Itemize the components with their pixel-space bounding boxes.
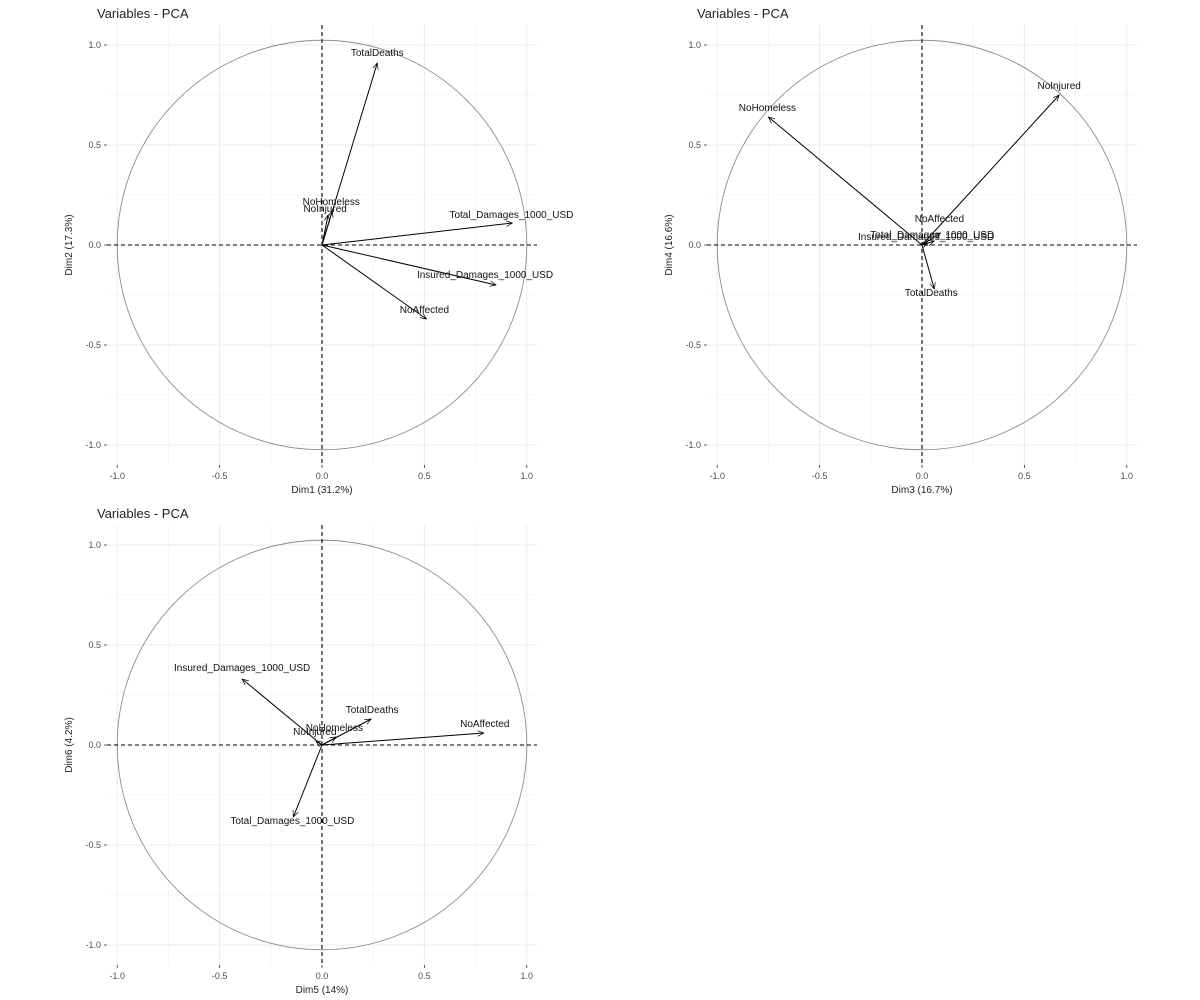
chart-title: Variables - PCA (697, 6, 789, 21)
y-tick-label: 1.0 (688, 40, 701, 50)
x-tick-label: -1.0 (109, 471, 125, 481)
label-nohomeless: NoHomeless (306, 723, 363, 734)
x-tick-label: 0.0 (316, 471, 329, 481)
y-tick-label: 0.0 (88, 740, 101, 750)
label-totaldeaths: TotalDeaths (351, 48, 404, 59)
label-total-damages-1000-usd: Total_Damages_1000_USD (449, 210, 573, 221)
label-totaldeaths: TotalDeaths (346, 705, 399, 716)
label-noaffected: NoAffected (460, 719, 509, 730)
y-tick-label: -0.5 (685, 340, 701, 350)
x-tick-label: -0.5 (212, 971, 228, 981)
label-nohomeless: NoHomeless (739, 103, 796, 114)
x-tick-label: 0.5 (1018, 471, 1031, 481)
label-noinjured: NoInjured (303, 204, 346, 215)
x-axis-label: Dim3 (16.7%) (891, 485, 952, 496)
arrow-total-damages-1000-usd (321, 223, 512, 246)
arrow-noaffected (321, 733, 484, 746)
y-tick-label: 0.5 (88, 140, 101, 150)
arrow-noinjured (316, 741, 322, 745)
y-tick-label: 1.0 (88, 40, 101, 50)
arrow-totaldeaths (921, 244, 934, 289)
label-total-damages-1000-usd: Total_Damages_1000_USD (230, 816, 354, 827)
x-tick-label: -0.5 (212, 471, 228, 481)
x-tick-label: 0.5 (418, 471, 431, 481)
arrow-nohomeless (768, 117, 923, 246)
arrow-insured-damages-1000-usd (922, 243, 928, 245)
arrow-nohomeless (321, 211, 332, 246)
x-tick-label: -1.0 (109, 971, 125, 981)
label-noaffected: NoAffected (915, 214, 964, 225)
arrow-noinjured (321, 215, 328, 246)
label-totaldeaths: TotalDeaths (905, 288, 958, 299)
arrow-total-damages-1000-usd (293, 744, 323, 817)
y-tick-label: 0.0 (688, 240, 701, 250)
label-noaffected: NoAffected (400, 305, 449, 316)
x-tick-label: 1.0 (521, 471, 534, 481)
pca-plot-dim5-dim6: -1.0 -0.5 0.0 0.5 1.0 -1.0 -0.5 0.0 0.5 1.0 Variab… (0, 500, 600, 1000)
label-total-damages-1000-usd: Total_Damages_1000_USD (870, 230, 994, 241)
x-tick-label: 1.0 (521, 971, 534, 981)
pca-plot-dim3-dim4: -1.0 -0.5 0.0 0.5 1.0 -1.0 -0.5 0.0 0.5 1.0 Variab… (600, 0, 1200, 500)
label-insured-damages-1000-usd: Insured_Damages_1000_USD (858, 232, 994, 243)
x-tick-label: -0.5 (812, 471, 828, 481)
y-tick-label: -0.5 (85, 340, 101, 350)
y-axis-label: Dim4 (16.6%) (664, 214, 675, 275)
arrow-insured-damages-1000-usd (242, 679, 323, 746)
chart-svg: -1.0 -0.5 0.0 0.5 1.0 -1.0 -0.5 0.0 0.5 1.0 Variab… (64, 506, 537, 996)
x-axis-label: Dim5 (14%) (296, 985, 349, 996)
y-axis-label: Dim2 (17.3%) (64, 214, 75, 275)
chart-title: Variables - PCA (97, 506, 189, 521)
label-nohomeless: NoHomeless (303, 197, 360, 208)
label-noinjured: NoInjured (293, 727, 336, 738)
arrow-insured-damages-1000-usd (321, 244, 496, 285)
y-axis-label: Dim6 (4.2%) (64, 717, 75, 773)
arrow-noaffected (321, 244, 426, 319)
x-tick-label: 0.0 (916, 471, 929, 481)
y-tick-label: -0.5 (85, 840, 101, 850)
arrow-nohomeless (321, 736, 336, 746)
y-tick-label: 1.0 (88, 540, 101, 550)
x-axis-label: Dim1 (31.2%) (291, 485, 352, 496)
arrow-noinjured (921, 95, 1059, 246)
label-insured-damages-1000-usd: Insured_Damages_1000_USD (417, 270, 553, 281)
y-tick-label: -1.0 (85, 940, 101, 950)
label-noinjured: NoInjured (1038, 81, 1081, 92)
x-tick-label: 0.5 (418, 971, 431, 981)
y-tick-label: 0.5 (88, 640, 101, 650)
y-tick-label: 0.5 (688, 140, 701, 150)
y-tick-label: -1.0 (685, 440, 701, 450)
label-insured-damages-1000-usd: Insured_Damages_1000_USD (174, 663, 310, 674)
chart-svg: -1.0 -0.5 0.0 0.5 1.0 -1.0 -0.5 0.0 0.5 1.0 Variab… (64, 6, 573, 496)
x-tick-label: -1.0 (709, 471, 725, 481)
y-tick-label: 0.0 (88, 240, 101, 250)
x-tick-label: 0.0 (316, 971, 329, 981)
y-tick-label: -1.0 (85, 440, 101, 450)
chart-title: Variables - PCA (97, 6, 189, 21)
pca-plot-dim1-dim2: -1.0 -0.5 0.0 0.5 1.0 -1.0 -0.5 0.0 0.5 1.0 Variab… (0, 0, 600, 500)
chart-svg: -1.0 -0.5 0.0 0.5 1.0 -1.0 -0.5 0.0 0.5 1.0 Variab… (664, 6, 1137, 496)
x-tick-label: 1.0 (1121, 471, 1134, 481)
